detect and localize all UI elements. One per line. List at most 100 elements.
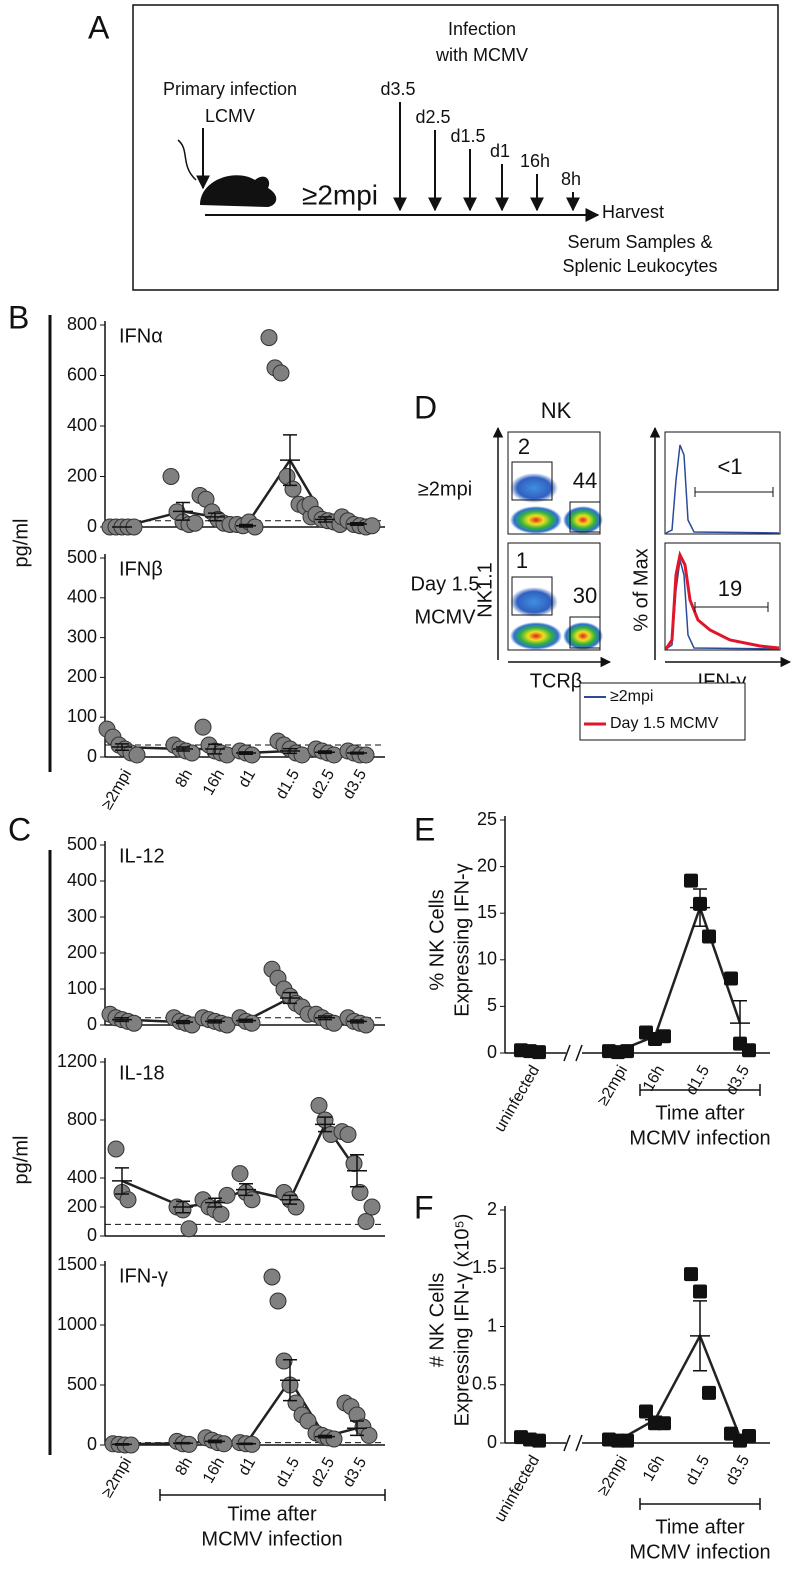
x-tick-label: d3.5 bbox=[723, 1453, 753, 1489]
error-bar bbox=[208, 1197, 222, 1208]
x-tick-label: d1.5 bbox=[273, 767, 303, 803]
cloud bbox=[510, 473, 558, 503]
time-bracket bbox=[639, 1498, 761, 1510]
flow-plot bbox=[507, 431, 603, 651]
error-bar bbox=[733, 1434, 747, 1441]
x-tick-label: d2.5 bbox=[308, 1455, 338, 1491]
y-tick-label: 500 bbox=[67, 1374, 97, 1394]
panel-letter: E bbox=[414, 811, 435, 847]
x-tick-label: d1.5 bbox=[683, 1453, 713, 1489]
error-bar bbox=[208, 512, 222, 522]
data-point bbox=[357, 746, 375, 764]
gate bbox=[511, 576, 553, 616]
cloud bbox=[563, 622, 603, 650]
data-point bbox=[532, 1433, 546, 1448]
data-point bbox=[162, 468, 180, 485]
y-tick-label: 20 bbox=[477, 855, 497, 875]
y-tick-label: 400 bbox=[67, 1167, 97, 1187]
data-point bbox=[702, 929, 716, 944]
data-point bbox=[702, 1385, 716, 1400]
y-tick-label: 1500 bbox=[57, 1254, 97, 1274]
legend-box bbox=[579, 682, 746, 741]
infection-label: Infection bbox=[448, 19, 516, 39]
chart-title: IL-18 bbox=[119, 1062, 165, 1084]
timepoint-label: 16h bbox=[520, 151, 550, 171]
panel-letter: D bbox=[414, 389, 437, 425]
timepoint-label: d3.5 bbox=[380, 79, 415, 99]
panel-a-box bbox=[132, 4, 779, 291]
error-bar bbox=[283, 1194, 297, 1205]
y-tick-label: 400 bbox=[67, 870, 97, 890]
data-point bbox=[107, 1140, 125, 1158]
error-bar bbox=[283, 747, 297, 755]
y-tick-label: 800 bbox=[67, 314, 97, 334]
memory-label: ≥2mpi bbox=[302, 179, 378, 210]
data-point bbox=[325, 746, 343, 764]
flow-title: NK bbox=[541, 398, 572, 423]
y-axis-title: % NK Cells bbox=[426, 889, 448, 990]
data-point bbox=[128, 746, 146, 764]
mouse bbox=[200, 175, 277, 207]
error-bar bbox=[350, 1420, 364, 1437]
error-bar bbox=[208, 1019, 222, 1024]
data-point bbox=[532, 1045, 546, 1060]
y-axis-title: Expressing IFN-γ bbox=[451, 863, 473, 1016]
y-tick-label: 1 bbox=[487, 1315, 497, 1335]
timepoints: d3.5d2.5d1.5d1 16h 8h bbox=[380, 79, 581, 212]
error-bar bbox=[239, 523, 253, 528]
data-point bbox=[363, 1198, 381, 1216]
error-bar bbox=[350, 521, 364, 526]
data-point bbox=[339, 1126, 357, 1143]
data-point bbox=[243, 746, 261, 764]
error-bar bbox=[239, 1442, 253, 1446]
data-point bbox=[684, 873, 698, 888]
data-point bbox=[180, 1220, 198, 1238]
y-tick-label: 200 bbox=[67, 942, 97, 962]
harvest-label: Serum Samples & bbox=[567, 232, 712, 252]
data-point bbox=[119, 1191, 137, 1209]
x-tick-label: 8h bbox=[172, 1455, 196, 1479]
axis-break bbox=[563, 1044, 583, 1062]
y-tick-label: 2 bbox=[487, 1199, 497, 1219]
data-point bbox=[284, 480, 302, 498]
row-label: ≥2mpi bbox=[418, 478, 472, 500]
gate bbox=[569, 616, 601, 649]
x-axis-title: Time after bbox=[227, 1503, 317, 1525]
error-bar bbox=[176, 1441, 190, 1445]
x-axis-title: MCMV infection bbox=[201, 1528, 342, 1550]
y-tick-label: 200 bbox=[67, 1196, 97, 1216]
error-bar bbox=[318, 1015, 332, 1021]
data-point bbox=[269, 1292, 287, 1310]
data-point bbox=[724, 971, 738, 986]
chart-title: IFNα bbox=[119, 325, 163, 347]
data-point bbox=[231, 1165, 249, 1183]
y-tick-label: 500 bbox=[67, 834, 97, 854]
cloud bbox=[563, 506, 603, 534]
axis-break bbox=[563, 1434, 583, 1452]
data-point bbox=[351, 1184, 369, 1201]
gate-value: <1 bbox=[717, 454, 742, 479]
axis-title: % of Max bbox=[630, 548, 652, 631]
charts: 0200400600800IFNα0100200300400500IFNβ≥2m… bbox=[57, 314, 771, 1564]
y-tick-label: 0 bbox=[487, 1432, 497, 1452]
y-axis-title: Expressing IFN-γ (x10⁵) bbox=[451, 1214, 473, 1427]
x-tick-label: d3.5 bbox=[340, 767, 370, 803]
error-bar bbox=[115, 1017, 129, 1023]
y-tick-label: 300 bbox=[67, 626, 97, 646]
data-point bbox=[363, 517, 381, 535]
error-bar bbox=[318, 1434, 332, 1439]
y-tick-label: 1.5 bbox=[472, 1257, 497, 1277]
data-point bbox=[272, 364, 290, 382]
y-tick-label: 0 bbox=[87, 1434, 97, 1454]
error-bar bbox=[208, 1439, 222, 1444]
x-tick-label: 16h bbox=[640, 1453, 668, 1485]
timepoint-label: d1.5 bbox=[450, 126, 485, 146]
data-point bbox=[299, 1412, 317, 1430]
error-bar bbox=[176, 1200, 190, 1214]
timepoint-label: d2.5 bbox=[415, 107, 450, 127]
data-point bbox=[310, 1097, 328, 1114]
data-point bbox=[742, 1043, 756, 1058]
x-axis-title: Time after bbox=[655, 1516, 745, 1538]
chart-title: IFN-γ bbox=[119, 1265, 168, 1287]
data-point bbox=[215, 1435, 233, 1453]
